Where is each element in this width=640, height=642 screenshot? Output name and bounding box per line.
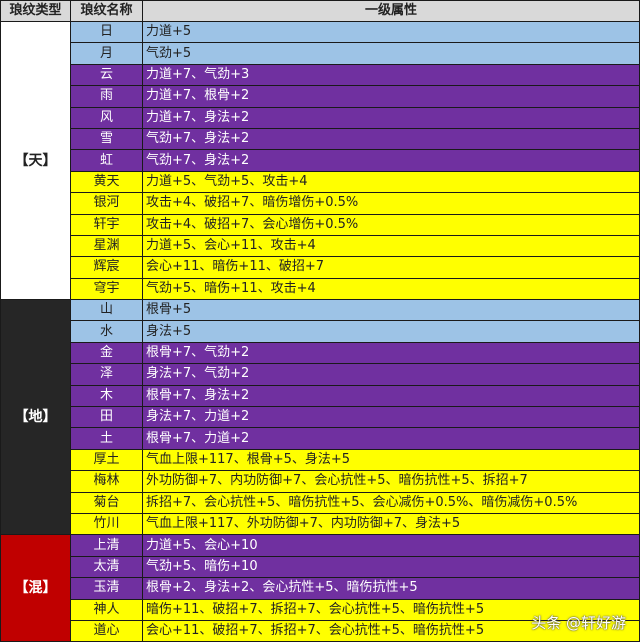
header-row: 琅纹类型 琅纹名称 一级属性 [1,1,640,22]
table-row: 木根骨+7、身法+2 [1,385,640,406]
rune-name-cell: 土 [71,428,143,449]
rune-name-cell: 虹 [71,150,143,171]
rune-attribute-cell: 拆招+7、会心抗性+5、暗伤抗性+5、会心减伤+0.5%、暗伤减伤+0.5% [143,492,640,513]
table-row: 菊台拆招+7、会心抗性+5、暗伤抗性+5、会心减伤+0.5%、暗伤减伤+0.5% [1,492,640,513]
rune-attribute-cell: 根骨+7、身法+2 [143,385,640,406]
group-type-cell: 【地】 [1,300,71,535]
table-row: 银河攻击+4、破招+7、暗伤增伤+0.5% [1,193,640,214]
rune-attribute-cell: 根骨+2、身法+2、会心抗性+5、暗伤抗性+5 [143,578,640,599]
rune-name-cell: 梅林 [71,471,143,492]
rune-attribute-cell: 根骨+7、力道+2 [143,428,640,449]
rune-name-cell: 星渊 [71,235,143,256]
table-row: 云力道+7、气劲+3 [1,64,640,85]
rune-attribute-cell: 气劲+5、暗伤+11、攻击+4 [143,278,640,299]
rune-name-cell: 木 [71,385,143,406]
table-row: 金根骨+7、气劲+2 [1,342,640,363]
rune-name-cell: 泽 [71,364,143,385]
rune-attribute-cell: 气劲+7、身法+2 [143,128,640,149]
rune-name-cell: 日 [71,22,143,43]
table-row: 土根骨+7、力道+2 [1,428,640,449]
rune-name-cell: 竹川 [71,513,143,534]
table-row: 【地】山根骨+5 [1,300,640,321]
table-row: 田身法+7、力道+2 [1,407,640,428]
table-row: 【混】上清力道+5、会心+10 [1,535,640,556]
rune-name-cell: 厚土 [71,449,143,470]
rune-attribute-cell: 会心+11、暗伤+11、破招+7 [143,257,640,278]
rune-name-cell: 辉宸 [71,257,143,278]
rune-attribute-cell: 根骨+7、气劲+2 [143,342,640,363]
header-type: 琅纹类型 [1,1,71,22]
table-row: 雨力道+7、根骨+2 [1,86,640,107]
table-row: 虹气劲+7、身法+2 [1,150,640,171]
rune-name-cell: 神人 [71,599,143,620]
table-row: 星渊力道+5、会心+11、攻击+4 [1,235,640,256]
rune-attribute-cell: 力道+5、气劲+5、攻击+4 [143,171,640,192]
rune-name-cell: 雨 [71,86,143,107]
table-row: 竹川气血上限+117、外功防御+7、内功防御+7、身法+5 [1,513,640,534]
table-row: 轩宇攻击+4、破招+7、会心增伤+0.5% [1,214,640,235]
table-row: 【天】日力道+5 [1,22,640,43]
rune-attribute-cell: 气劲+5、暗伤+10 [143,556,640,577]
rune-attribute-cell: 力道+7、气劲+3 [143,64,640,85]
rune-name-cell: 银河 [71,193,143,214]
rune-name-cell: 黄天 [71,171,143,192]
rune-name-cell: 上清 [71,535,143,556]
table-row: 厚土气血上限+117、根骨+5、身法+5 [1,449,640,470]
rune-attribute-cell: 力道+5、会心+11、攻击+4 [143,235,640,256]
table-row: 水身法+5 [1,321,640,342]
rune-name-cell: 月 [71,43,143,64]
rune-attribute-cell: 气劲+7、身法+2 [143,150,640,171]
rune-attribute-cell: 气血上限+117、根骨+5、身法+5 [143,449,640,470]
rune-attribute-cell: 力道+5、会心+10 [143,535,640,556]
table-row: 泽身法+7、气劲+2 [1,364,640,385]
watermark: 头条 @轩好游 [531,612,626,633]
rune-attribute-cell: 力道+5 [143,22,640,43]
rune-name-cell: 山 [71,300,143,321]
rune-name-cell: 金 [71,342,143,363]
table-row: 黄天力道+5、气劲+5、攻击+4 [1,171,640,192]
rune-name-cell: 轩宇 [71,214,143,235]
rune-attribute-cell: 力道+7、根骨+2 [143,86,640,107]
rune-name-cell: 云 [71,64,143,85]
table-row: 雪气劲+7、身法+2 [1,128,640,149]
rune-name-cell: 玉清 [71,578,143,599]
table-row: 梅林外功防御+7、内功防御+7、会心抗性+5、暗伤抗性+5、拆招+7 [1,471,640,492]
table-row: 玉清根骨+2、身法+2、会心抗性+5、暗伤抗性+5 [1,578,640,599]
rune-name-cell: 雪 [71,128,143,149]
header-attr: 一级属性 [143,1,640,22]
group-type-cell: 【混】 [1,535,71,642]
header-name: 琅纹名称 [71,1,143,22]
rune-attribute-cell: 力道+7、身法+2 [143,107,640,128]
rune-name-cell: 道心 [71,620,143,641]
rune-attribute-cell: 外功防御+7、内功防御+7、会心抗性+5、暗伤抗性+5、拆招+7 [143,471,640,492]
rune-name-cell: 穹宇 [71,278,143,299]
rune-name-cell: 太清 [71,556,143,577]
rune-attribute-cell: 身法+7、力道+2 [143,407,640,428]
table-row: 风力道+7、身法+2 [1,107,640,128]
rune-attribute-cell: 攻击+4、破招+7、暗伤增伤+0.5% [143,193,640,214]
rune-attribute-cell: 身法+7、气劲+2 [143,364,640,385]
group-type-cell: 【天】 [1,22,71,300]
rune-attribute-cell: 气血上限+117、外功防御+7、内功防御+7、身法+5 [143,513,640,534]
table-row: 太清气劲+5、暗伤+10 [1,556,640,577]
table-row: 穹宇气劲+5、暗伤+11、攻击+4 [1,278,640,299]
rune-name-cell: 风 [71,107,143,128]
rune-attribute-cell: 攻击+4、破招+7、会心增伤+0.5% [143,214,640,235]
table-row: 月气劲+5 [1,43,640,64]
rune-name-cell: 菊台 [71,492,143,513]
rune-attribute-cell: 身法+5 [143,321,640,342]
rune-attribute-cell: 根骨+5 [143,300,640,321]
rune-attribute-cell: 气劲+5 [143,43,640,64]
table-row: 辉宸会心+11、暗伤+11、破招+7 [1,257,640,278]
rune-name-cell: 水 [71,321,143,342]
rune-name-cell: 田 [71,407,143,428]
